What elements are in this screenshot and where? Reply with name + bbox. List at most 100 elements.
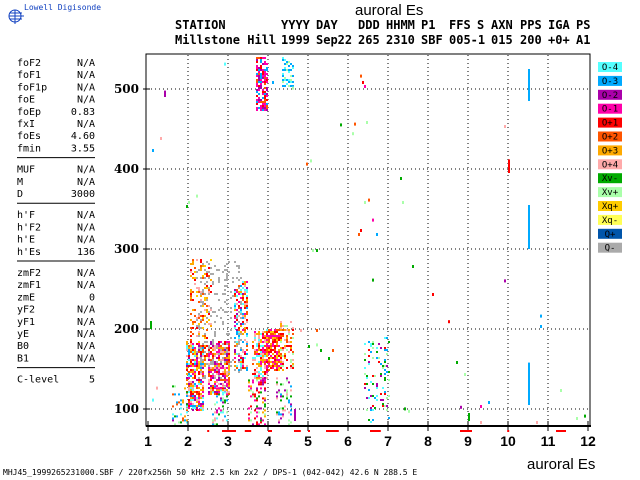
echo-point (256, 69, 258, 71)
legend-item: O-1 (598, 103, 622, 115)
echo-point (220, 347, 222, 349)
echo-point (358, 233, 360, 236)
echo-point (190, 375, 192, 377)
echo-point (276, 337, 278, 339)
echo-point (384, 377, 386, 379)
echo-point (240, 333, 242, 335)
echo-point (264, 79, 266, 81)
echo-point (188, 383, 190, 385)
echo-point (244, 323, 246, 325)
echo-point (266, 63, 268, 65)
echo-point (206, 329, 208, 331)
echo-point (198, 365, 200, 367)
echo-point (222, 409, 224, 412)
echo-point (218, 367, 220, 369)
echo-point (292, 337, 294, 339)
echo-point (174, 423, 176, 426)
echo-point (258, 89, 260, 91)
echo-point (188, 373, 190, 375)
echo-point (222, 399, 224, 402)
echo-point (210, 367, 212, 369)
param-value: N/A (77, 353, 95, 364)
echo-point (364, 387, 366, 389)
echo-point (256, 367, 258, 369)
legend-swatch (598, 187, 622, 198)
echo-point (260, 387, 262, 390)
echo-point (276, 377, 278, 380)
echo-point (246, 295, 248, 297)
echo-point (200, 347, 202, 349)
interference-mark (460, 430, 472, 432)
echo-point (236, 315, 238, 317)
echo-point (382, 403, 384, 405)
echo-point (226, 343, 228, 345)
echo-point (208, 349, 210, 351)
echo-point (286, 329, 288, 331)
echo-point (218, 371, 220, 373)
echo-point (292, 329, 294, 331)
echo-point (254, 359, 256, 361)
echo-point (190, 295, 192, 297)
echo-point (244, 327, 246, 329)
echo-point (222, 419, 224, 422)
echo-point (260, 417, 262, 420)
echo-point (286, 341, 288, 343)
echo-point (260, 73, 262, 75)
echo-point (266, 103, 268, 105)
header-label: YYYY (281, 18, 311, 32)
echo-point (378, 343, 380, 345)
echo-point (186, 373, 188, 375)
echo-point (226, 379, 228, 381)
echo-point (288, 351, 290, 353)
echo-point (372, 218, 374, 222)
echo-point (274, 335, 276, 337)
echo-point (264, 335, 266, 337)
echo-point (258, 333, 260, 335)
echo-point (270, 347, 272, 349)
param-value: N/A (77, 341, 95, 352)
echo-point (216, 379, 218, 381)
echo-point (192, 327, 194, 329)
lowell-logo: Lowell Digisonde (8, 3, 101, 24)
echo-trace (528, 69, 530, 101)
echo-point (256, 387, 258, 390)
echo-point (192, 345, 194, 347)
echo-point (216, 369, 218, 371)
echo-point (232, 359, 234, 361)
echo-point (370, 409, 372, 411)
echo-point (254, 331, 256, 333)
echo-point (236, 277, 238, 279)
echo-point (284, 79, 286, 81)
echo-point (204, 365, 206, 367)
echo-point (194, 407, 196, 409)
echo-point (244, 351, 246, 353)
echo-point (204, 357, 206, 359)
echo-point (172, 393, 174, 396)
echo-point (340, 123, 342, 127)
echo-point (284, 329, 286, 331)
echo-point (202, 363, 204, 365)
echo-point (278, 367, 280, 369)
echo-point (260, 369, 262, 371)
legend-label: Xq+ (602, 202, 619, 212)
echo-point (204, 269, 206, 271)
echo-point (186, 403, 188, 406)
echo-point (260, 355, 262, 357)
echo-point (286, 63, 288, 65)
echo-point (272, 81, 274, 84)
footer-title: auroral Es (527, 456, 595, 473)
echo-point (240, 347, 242, 349)
echo-point (288, 79, 290, 81)
echo-point (200, 405, 202, 407)
param-name: M (17, 177, 23, 188)
echo-point (190, 363, 192, 365)
echo-point (270, 349, 272, 351)
echo-point (258, 101, 260, 103)
echo-point (218, 407, 220, 410)
echo-point (222, 323, 224, 325)
echo-point (190, 275, 192, 277)
echo-point (212, 343, 214, 345)
echo-point (222, 401, 224, 404)
echo-point (234, 349, 236, 351)
echo-point (192, 347, 194, 349)
